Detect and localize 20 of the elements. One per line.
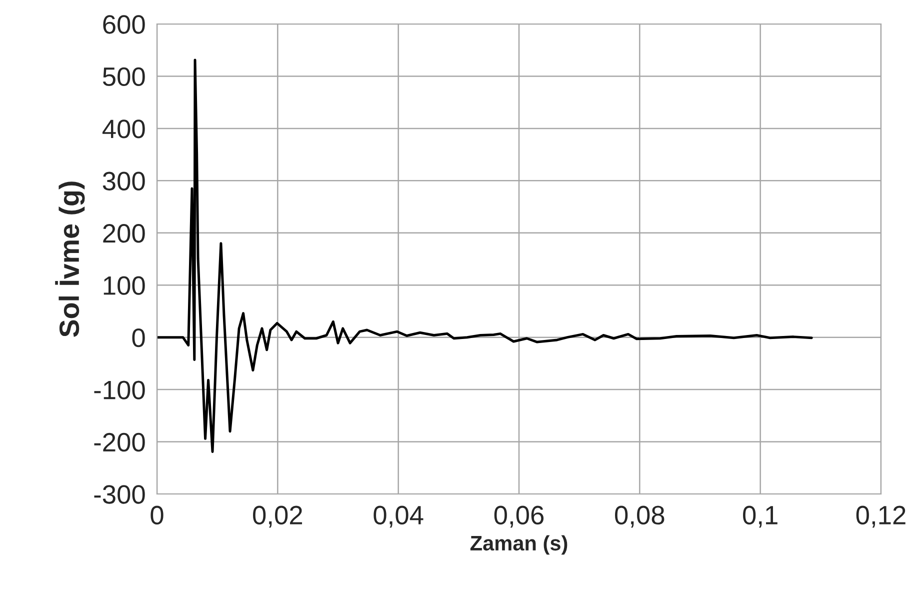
y-tick-label: 100 <box>104 276 145 295</box>
y-tick-label: 600 <box>103 15 145 34</box>
x-axis-title: Zaman (s) <box>470 535 568 555</box>
line-series <box>157 58 813 453</box>
y-tick-label: -200 <box>94 432 145 452</box>
x-tick-label: 0,12 <box>856 506 906 528</box>
y-axis-title: Sol İvme (g) <box>55 182 85 337</box>
x-tick-label: 0,02 <box>253 506 302 528</box>
x-tick-label: 0,04 <box>374 506 424 528</box>
y-tick-label: -300 <box>94 485 145 504</box>
x-tick-label: 0,1 <box>743 506 778 528</box>
y-tick-label: 500 <box>102 67 145 86</box>
y-tick-label: 200 <box>103 224 145 243</box>
x-tick-label: 0,08 <box>615 506 664 528</box>
x-tick-label: 0 <box>150 506 164 524</box>
x-tick-label: 0,06 <box>494 506 544 528</box>
y-tick-label: 400 <box>102 120 145 138</box>
y-tick-label: 300 <box>102 172 145 190</box>
y-tick-label: 0 <box>132 328 145 348</box>
y-tick-label: -100 <box>94 380 145 400</box>
